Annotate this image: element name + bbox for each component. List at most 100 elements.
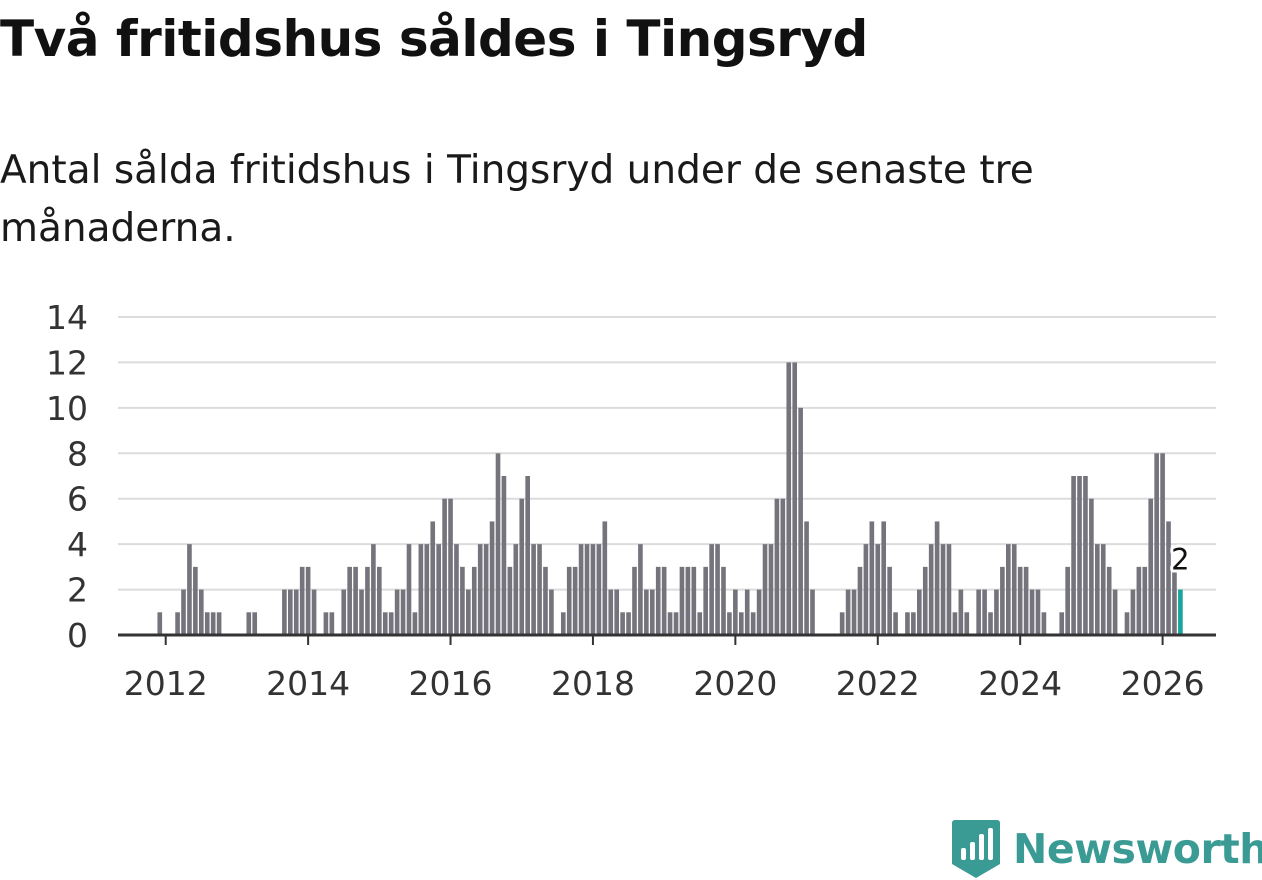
bar bbox=[649, 589, 655, 635]
bar bbox=[353, 566, 358, 635]
x-tick-label: 2012 bbox=[124, 664, 208, 703]
bar bbox=[377, 566, 382, 635]
bar bbox=[359, 589, 364, 635]
bar bbox=[424, 544, 430, 635]
bar bbox=[709, 544, 714, 635]
bar bbox=[715, 544, 720, 635]
bar bbox=[602, 521, 608, 635]
y-tick-label: 0 bbox=[67, 616, 88, 655]
brand-logo: Newsworthy bbox=[951, 818, 1262, 880]
bar bbox=[288, 589, 293, 635]
bar bbox=[988, 612, 993, 635]
bar bbox=[750, 612, 756, 635]
bar bbox=[199, 589, 204, 635]
bar bbox=[1029, 589, 1035, 635]
bar bbox=[531, 544, 536, 635]
x-tick-label: 2022 bbox=[836, 664, 920, 703]
x-tick-label: 2020 bbox=[693, 664, 777, 703]
bar bbox=[727, 612, 732, 635]
x-tick-label: 2024 bbox=[978, 664, 1062, 703]
axes: 0 2 4 6 8 10 12 14 2012 2014 2016 2018 2020 2022 2024 2… bbox=[46, 298, 1216, 703]
newsworthy-logo-icon bbox=[952, 820, 1000, 878]
x-tick-label: 2016 bbox=[409, 664, 493, 703]
bar bbox=[1154, 453, 1159, 635]
bar bbox=[845, 589, 851, 635]
bar bbox=[193, 566, 198, 635]
annotations: 2 bbox=[1168, 540, 1192, 580]
bar bbox=[293, 589, 299, 635]
bar bbox=[454, 544, 459, 635]
bar bbox=[839, 612, 845, 635]
bar bbox=[448, 498, 453, 635]
bar bbox=[857, 566, 863, 635]
bar bbox=[661, 566, 667, 635]
bar-highlight bbox=[1178, 589, 1183, 635]
bar bbox=[1006, 544, 1011, 635]
bar bbox=[246, 612, 252, 635]
bar bbox=[655, 566, 661, 635]
bar bbox=[495, 453, 501, 635]
bars bbox=[157, 362, 1183, 635]
bar bbox=[798, 407, 803, 635]
bar bbox=[608, 589, 614, 635]
bar bbox=[804, 521, 809, 635]
bar bbox=[744, 589, 750, 635]
bar bbox=[394, 589, 400, 635]
bar bbox=[1011, 544, 1017, 635]
bar bbox=[1059, 612, 1065, 635]
bar bbox=[946, 544, 952, 635]
bar bbox=[489, 521, 495, 635]
bar bbox=[810, 589, 815, 635]
bar bbox=[1112, 589, 1118, 635]
bar bbox=[703, 566, 708, 635]
bar bbox=[175, 612, 180, 635]
bar bbox=[721, 566, 726, 635]
bar bbox=[952, 612, 958, 635]
bar bbox=[626, 612, 631, 635]
bar bbox=[412, 612, 418, 635]
bar bbox=[685, 566, 691, 635]
bar-chart: 0 2 4 6 8 10 12 14 2012 2014 2016 2018 2020 2022 2024 2… bbox=[46, 298, 1216, 703]
bar bbox=[543, 566, 548, 635]
bar bbox=[958, 589, 964, 635]
bar bbox=[566, 566, 572, 635]
bar bbox=[697, 612, 703, 635]
bar bbox=[869, 521, 875, 635]
bar bbox=[940, 544, 946, 635]
y-tick-label: 4 bbox=[67, 525, 88, 564]
bar bbox=[644, 589, 649, 635]
bar bbox=[525, 476, 530, 635]
bar bbox=[519, 498, 525, 635]
bar bbox=[738, 612, 744, 635]
bar bbox=[881, 521, 887, 635]
bar bbox=[596, 544, 602, 635]
bar bbox=[204, 612, 210, 635]
bar bbox=[388, 612, 394, 635]
bar bbox=[1017, 566, 1023, 635]
bar bbox=[922, 566, 928, 635]
bar bbox=[1089, 498, 1094, 635]
bar bbox=[501, 476, 507, 635]
bar bbox=[1130, 589, 1136, 635]
bar bbox=[875, 544, 881, 635]
bar bbox=[1124, 612, 1130, 635]
bar bbox=[430, 521, 436, 635]
bar bbox=[916, 589, 922, 635]
bar bbox=[1000, 566, 1005, 635]
bar bbox=[1041, 612, 1047, 635]
bar bbox=[774, 498, 780, 635]
y-tick-label: 2 bbox=[67, 571, 88, 610]
bar bbox=[1142, 566, 1148, 635]
bar bbox=[584, 544, 590, 635]
bar bbox=[673, 612, 679, 635]
bar bbox=[341, 589, 347, 635]
bar bbox=[252, 612, 258, 635]
bar bbox=[477, 544, 483, 635]
bar bbox=[887, 566, 892, 635]
x-tick-label: 2018 bbox=[551, 664, 635, 703]
bar bbox=[964, 612, 970, 635]
x-tick-label: 2026 bbox=[1121, 664, 1205, 703]
bar bbox=[406, 544, 412, 635]
y-tick-label: 8 bbox=[67, 434, 88, 473]
bar bbox=[905, 612, 910, 635]
